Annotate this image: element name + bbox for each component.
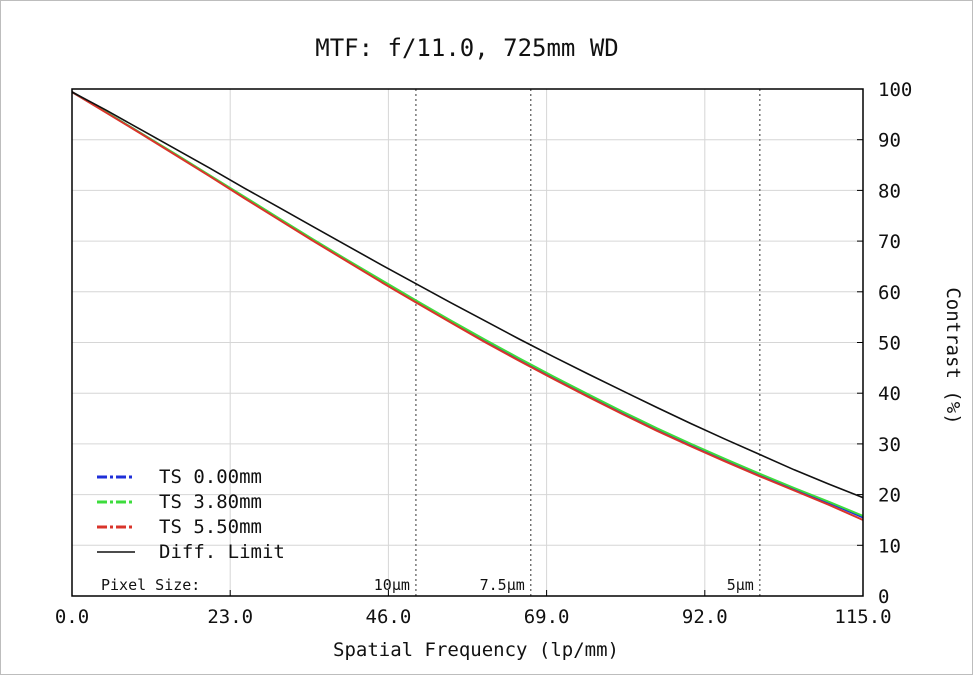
- y-axis-ticks: 0 10 20 30 40 50 60 70 80 90 100: [857, 79, 912, 608]
- y-axis-label: Contrast (%): [942, 287, 964, 424]
- y-tick-label: 20: [878, 485, 901, 507]
- series-line: [71, 91, 864, 521]
- grid: [72, 89, 863, 596]
- y-tick-label: 80: [878, 180, 901, 202]
- legend-entry-label: Diff. Limit: [159, 541, 285, 563]
- chart-title: MTF: f/11.0, 725mm WD: [315, 34, 618, 62]
- y-tick-label: 90: [878, 130, 901, 152]
- y-tick-label: 60: [878, 282, 901, 304]
- x-tick-label: 69.0: [524, 606, 570, 628]
- pixel-size-marker-label: 5µm: [727, 576, 754, 594]
- series-line: [71, 91, 864, 517]
- y-tick-label: 40: [878, 383, 901, 405]
- legend-entry-label: TS 0.00mm: [159, 466, 262, 488]
- pixel-size-marker-label: 7.5µm: [480, 576, 525, 594]
- legend-entry-label: TS 3.80mm: [159, 491, 262, 513]
- series-line: [71, 91, 864, 519]
- series-lines: [71, 91, 864, 521]
- y-tick-label: 100: [878, 79, 912, 101]
- x-axis-ticks: 0.0 23.0 46.0 69.0 92.0 115.0: [55, 590, 892, 628]
- x-axis-label: Spatial Frequency (lp/mm): [333, 639, 619, 661]
- y-tick-label: 0: [878, 586, 889, 608]
- legend: TS 0.00mm TS 3.80mm TS 5.50mm Diff. Limit: [97, 466, 285, 563]
- y-tick-label: 70: [878, 231, 901, 253]
- pixel-size-label: Pixel Size:: [101, 576, 200, 594]
- x-tick-label: 46.0: [366, 606, 412, 628]
- pixel-size-marker-label: 10µm: [374, 576, 410, 594]
- y-tick-label: 30: [878, 434, 901, 456]
- y-tick-label: 50: [878, 333, 901, 355]
- x-tick-label: 115.0: [834, 606, 891, 628]
- x-tick-label: 0.0: [55, 606, 89, 628]
- y-tick-label: 10: [878, 535, 901, 557]
- x-tick-label: 92.0: [682, 606, 728, 628]
- legend-entry-label: TS 5.50mm: [159, 516, 262, 538]
- pixel-size-markers: 10µm 7.5µm 5µm: [374, 89, 761, 596]
- x-tick-label: 23.0: [207, 606, 253, 628]
- series-line: [71, 91, 864, 499]
